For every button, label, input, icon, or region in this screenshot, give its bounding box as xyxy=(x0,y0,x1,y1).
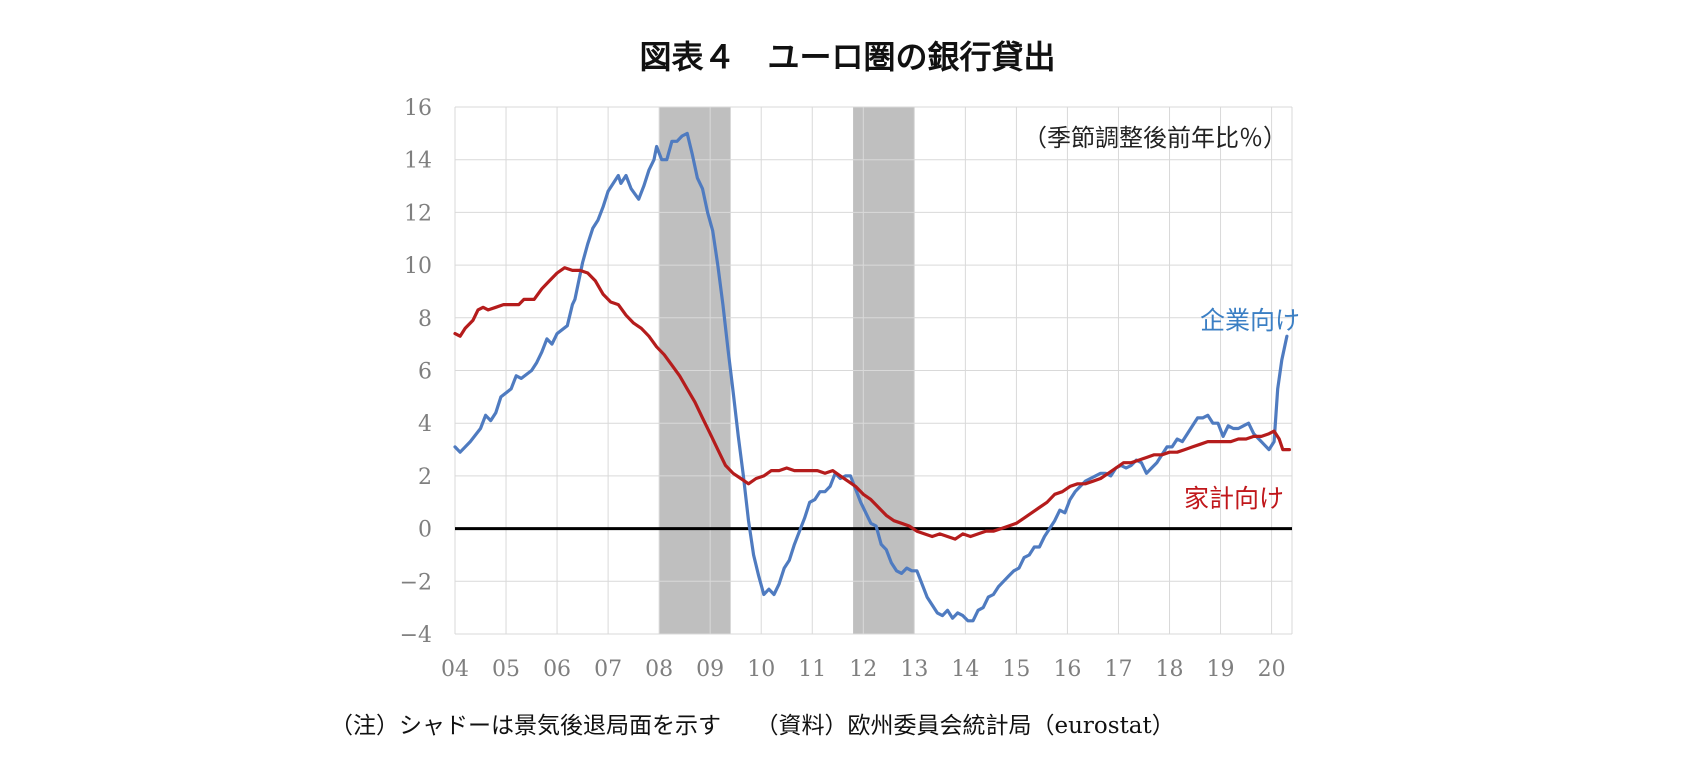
y-tick-label: 16 xyxy=(404,96,432,121)
series-lines xyxy=(453,131,1291,623)
x-tick-label: 18 xyxy=(1156,657,1184,682)
x-tick-label: 05 xyxy=(492,657,520,682)
y-tick-label: 8 xyxy=(418,307,432,332)
legend-label-household: 家計向け xyxy=(1184,484,1284,513)
x-tick-label: 16 xyxy=(1053,657,1081,682)
y-tick-label: 14 xyxy=(404,149,432,174)
x-tick-label: 08 xyxy=(645,657,673,682)
y-tick-label: 12 xyxy=(404,201,432,226)
series-line-household xyxy=(453,266,1291,541)
y-tick-label: 6 xyxy=(418,360,432,385)
x-tick-label: 07 xyxy=(594,657,622,682)
unit-annotation: （季節調整後前年比％） xyxy=(1023,124,1287,152)
grid-lines xyxy=(454,106,1293,635)
x-tick-label: 17 xyxy=(1104,657,1132,682)
legend-label-corporate: 企業向け xyxy=(1200,306,1300,335)
x-tick-label: 20 xyxy=(1258,657,1286,682)
x-tick-label: 10 xyxy=(747,657,775,682)
footnote: （注）シャドーは景気後退局面を示す （資料）欧州委員会統計局（eurostat） xyxy=(330,713,1175,739)
x-tick-label: 14 xyxy=(951,657,979,682)
y-tick-label: 4 xyxy=(418,412,432,437)
x-tick-label: 11 xyxy=(798,657,826,682)
x-tick-label: 13 xyxy=(900,657,928,682)
x-tick-label: 12 xyxy=(849,657,877,682)
x-tick-label: 15 xyxy=(1002,657,1030,682)
x-tick-label: 04 xyxy=(441,657,469,682)
x-tick-label: 09 xyxy=(696,657,724,682)
series-line-corporate xyxy=(453,131,1289,623)
y-tick-label: −2 xyxy=(400,570,432,595)
y-tick-label: 2 xyxy=(418,465,432,490)
y-tick-label: 10 xyxy=(404,254,432,279)
chart-title: 図表４ ユーロ圏の銀行貸出 xyxy=(639,38,1056,76)
y-axis-ticks: 16 14 12 10 8 6 4 2 0 −2 −4 xyxy=(400,96,432,648)
x-axis-ticks: 04 05 06 07 08 09 10 11 12 13 14 15 16 17 18 19 20 xyxy=(441,657,1286,682)
x-tick-label: 06 xyxy=(543,657,571,682)
y-tick-label: 0 xyxy=(418,518,432,543)
x-tick-label: 19 xyxy=(1207,657,1235,682)
y-tick-label: −4 xyxy=(400,623,432,648)
